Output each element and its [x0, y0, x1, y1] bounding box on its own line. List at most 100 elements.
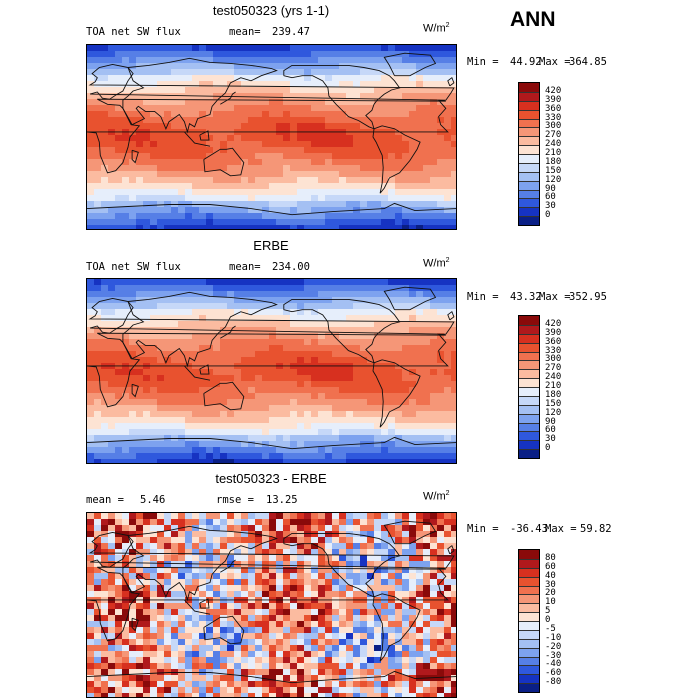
colorbar-segment: [519, 127, 539, 137]
colorbar-tick-label: 390: [545, 94, 562, 105]
colorbar-segment: [519, 683, 539, 692]
colorbar-tick-label: 40: [545, 570, 556, 581]
colorbar-tick-label: 270: [545, 363, 562, 374]
coastline: [372, 125, 421, 194]
colorbar-segment: [519, 83, 539, 92]
coastline: [283, 64, 401, 130]
colorbar-segment: [519, 621, 539, 630]
panel3-units: W/m2: [423, 490, 450, 503]
colorbar-tick-label: 420: [545, 318, 562, 329]
map-field: [87, 45, 456, 229]
coastline: [184, 365, 211, 381]
colorbar-tick-label: 60: [545, 192, 556, 203]
coastline: [203, 381, 245, 411]
panel3-rmse-value: 13.25: [266, 494, 298, 506]
coastline: [131, 383, 139, 398]
panel1-max-value: 364.85: [569, 56, 607, 68]
panel2-min-value: 43.32: [510, 291, 542, 303]
colorbar-segment: [519, 378, 539, 387]
colorbar-segment: [519, 216, 539, 225]
colorbar-tick-label: 360: [545, 336, 562, 347]
colorbar-tick-label: -40: [545, 659, 562, 670]
colorbar-segment: [519, 136, 539, 146]
panel2-colorbar: [518, 315, 540, 459]
colorbar-segment: [519, 360, 539, 370]
panel3-min-label: Min =: [467, 523, 499, 535]
colorbar-tick-label: 180: [545, 389, 562, 400]
colorbar-segment: [519, 198, 539, 208]
colorbar-tick-label: 60: [545, 561, 556, 572]
colorbar-tick-label: 300: [545, 354, 562, 365]
colorbar-segment: [519, 629, 539, 639]
colorbar-tick-label: 80: [545, 552, 556, 563]
coastline: [203, 147, 245, 177]
panel2-max-label: Max =: [539, 291, 571, 303]
colorbar-tick-label: 30: [545, 434, 556, 445]
panel1-variable-label: TOA net SW flux: [86, 26, 181, 38]
coastline: [199, 130, 210, 141]
colorbar-segment: [519, 665, 539, 675]
coastline: [220, 325, 236, 339]
colorbar-tick-label: -10: [545, 632, 562, 643]
coastline: [87, 202, 456, 216]
panel3-max-value: 59.82: [580, 523, 612, 535]
panel1-map: [86, 44, 457, 230]
colorbar-tick-label: 150: [545, 165, 562, 176]
colorbar-segment: [519, 585, 539, 595]
colorbar-segment: [519, 647, 539, 657]
colorbar-segment: [519, 395, 539, 405]
coastline: [383, 286, 437, 311]
panel2-min-label: Min =: [467, 291, 499, 303]
colorbar-tick-label: 90: [545, 183, 556, 194]
colorbar-segment: [519, 404, 539, 414]
colorbar-tick-label: 300: [545, 121, 562, 132]
colorbar-tick-label: 120: [545, 407, 562, 418]
panel3-max-label: Max =: [545, 523, 577, 535]
colorbar-tick-label: 0: [545, 210, 551, 221]
colorbar-tick-label: 60: [545, 425, 556, 436]
colorbar-segment: [519, 422, 539, 432]
panel1-min-value: 44.92: [510, 56, 542, 68]
colorbar-segment: [519, 333, 539, 343]
coastline: [372, 359, 421, 428]
colorbar-segment: [519, 145, 539, 154]
panel3-mean-label: mean =: [86, 494, 124, 506]
coastline: [203, 615, 245, 645]
colorbar-tick-label: 20: [545, 588, 556, 599]
coastline: [283, 532, 401, 598]
colorbar-tick-label: -5: [545, 623, 556, 634]
panel2-title: ERBE: [253, 238, 289, 253]
colorbar-segment: [519, 171, 539, 181]
map-field: [87, 513, 456, 697]
panel1-max-label: Max =: [539, 56, 571, 68]
panel1-mean-label: mean=: [229, 26, 261, 38]
colorbar-segment: [519, 351, 539, 361]
colorbar-segment: [519, 413, 539, 423]
coastline: [372, 593, 421, 662]
colorbar-tick-label: 420: [545, 85, 562, 96]
colorbar-segment: [519, 576, 539, 586]
coastline: [199, 598, 210, 609]
coastline: [87, 332, 449, 408]
colorbar-tick-label: 30: [545, 579, 556, 590]
panel3-min-value: -36.43: [510, 523, 548, 535]
colorbar-segment: [519, 154, 539, 163]
colorbar-segment: [519, 656, 539, 666]
colorbar-segment: [519, 449, 539, 458]
colorbar-tick-label: -20: [545, 641, 562, 652]
coastline: [131, 149, 139, 164]
colorbar-segment: [519, 180, 539, 190]
colorbar-segment: [519, 118, 539, 128]
colorbar-segment: [519, 612, 539, 621]
coastline: [87, 670, 456, 684]
panel2-variable-label: TOA net SW flux: [86, 261, 181, 273]
coastline: [383, 520, 437, 545]
panel2-max-value: 352.95: [569, 291, 607, 303]
map-field: [87, 279, 456, 463]
colorbar-tick-label: 10: [545, 597, 556, 608]
coastline: [447, 76, 455, 87]
colorbar-tick-label: 120: [545, 174, 562, 185]
colorbar-tick-label: -30: [545, 650, 562, 661]
panel2-map: [86, 278, 457, 464]
colorbar-tick-label: 210: [545, 381, 562, 391]
